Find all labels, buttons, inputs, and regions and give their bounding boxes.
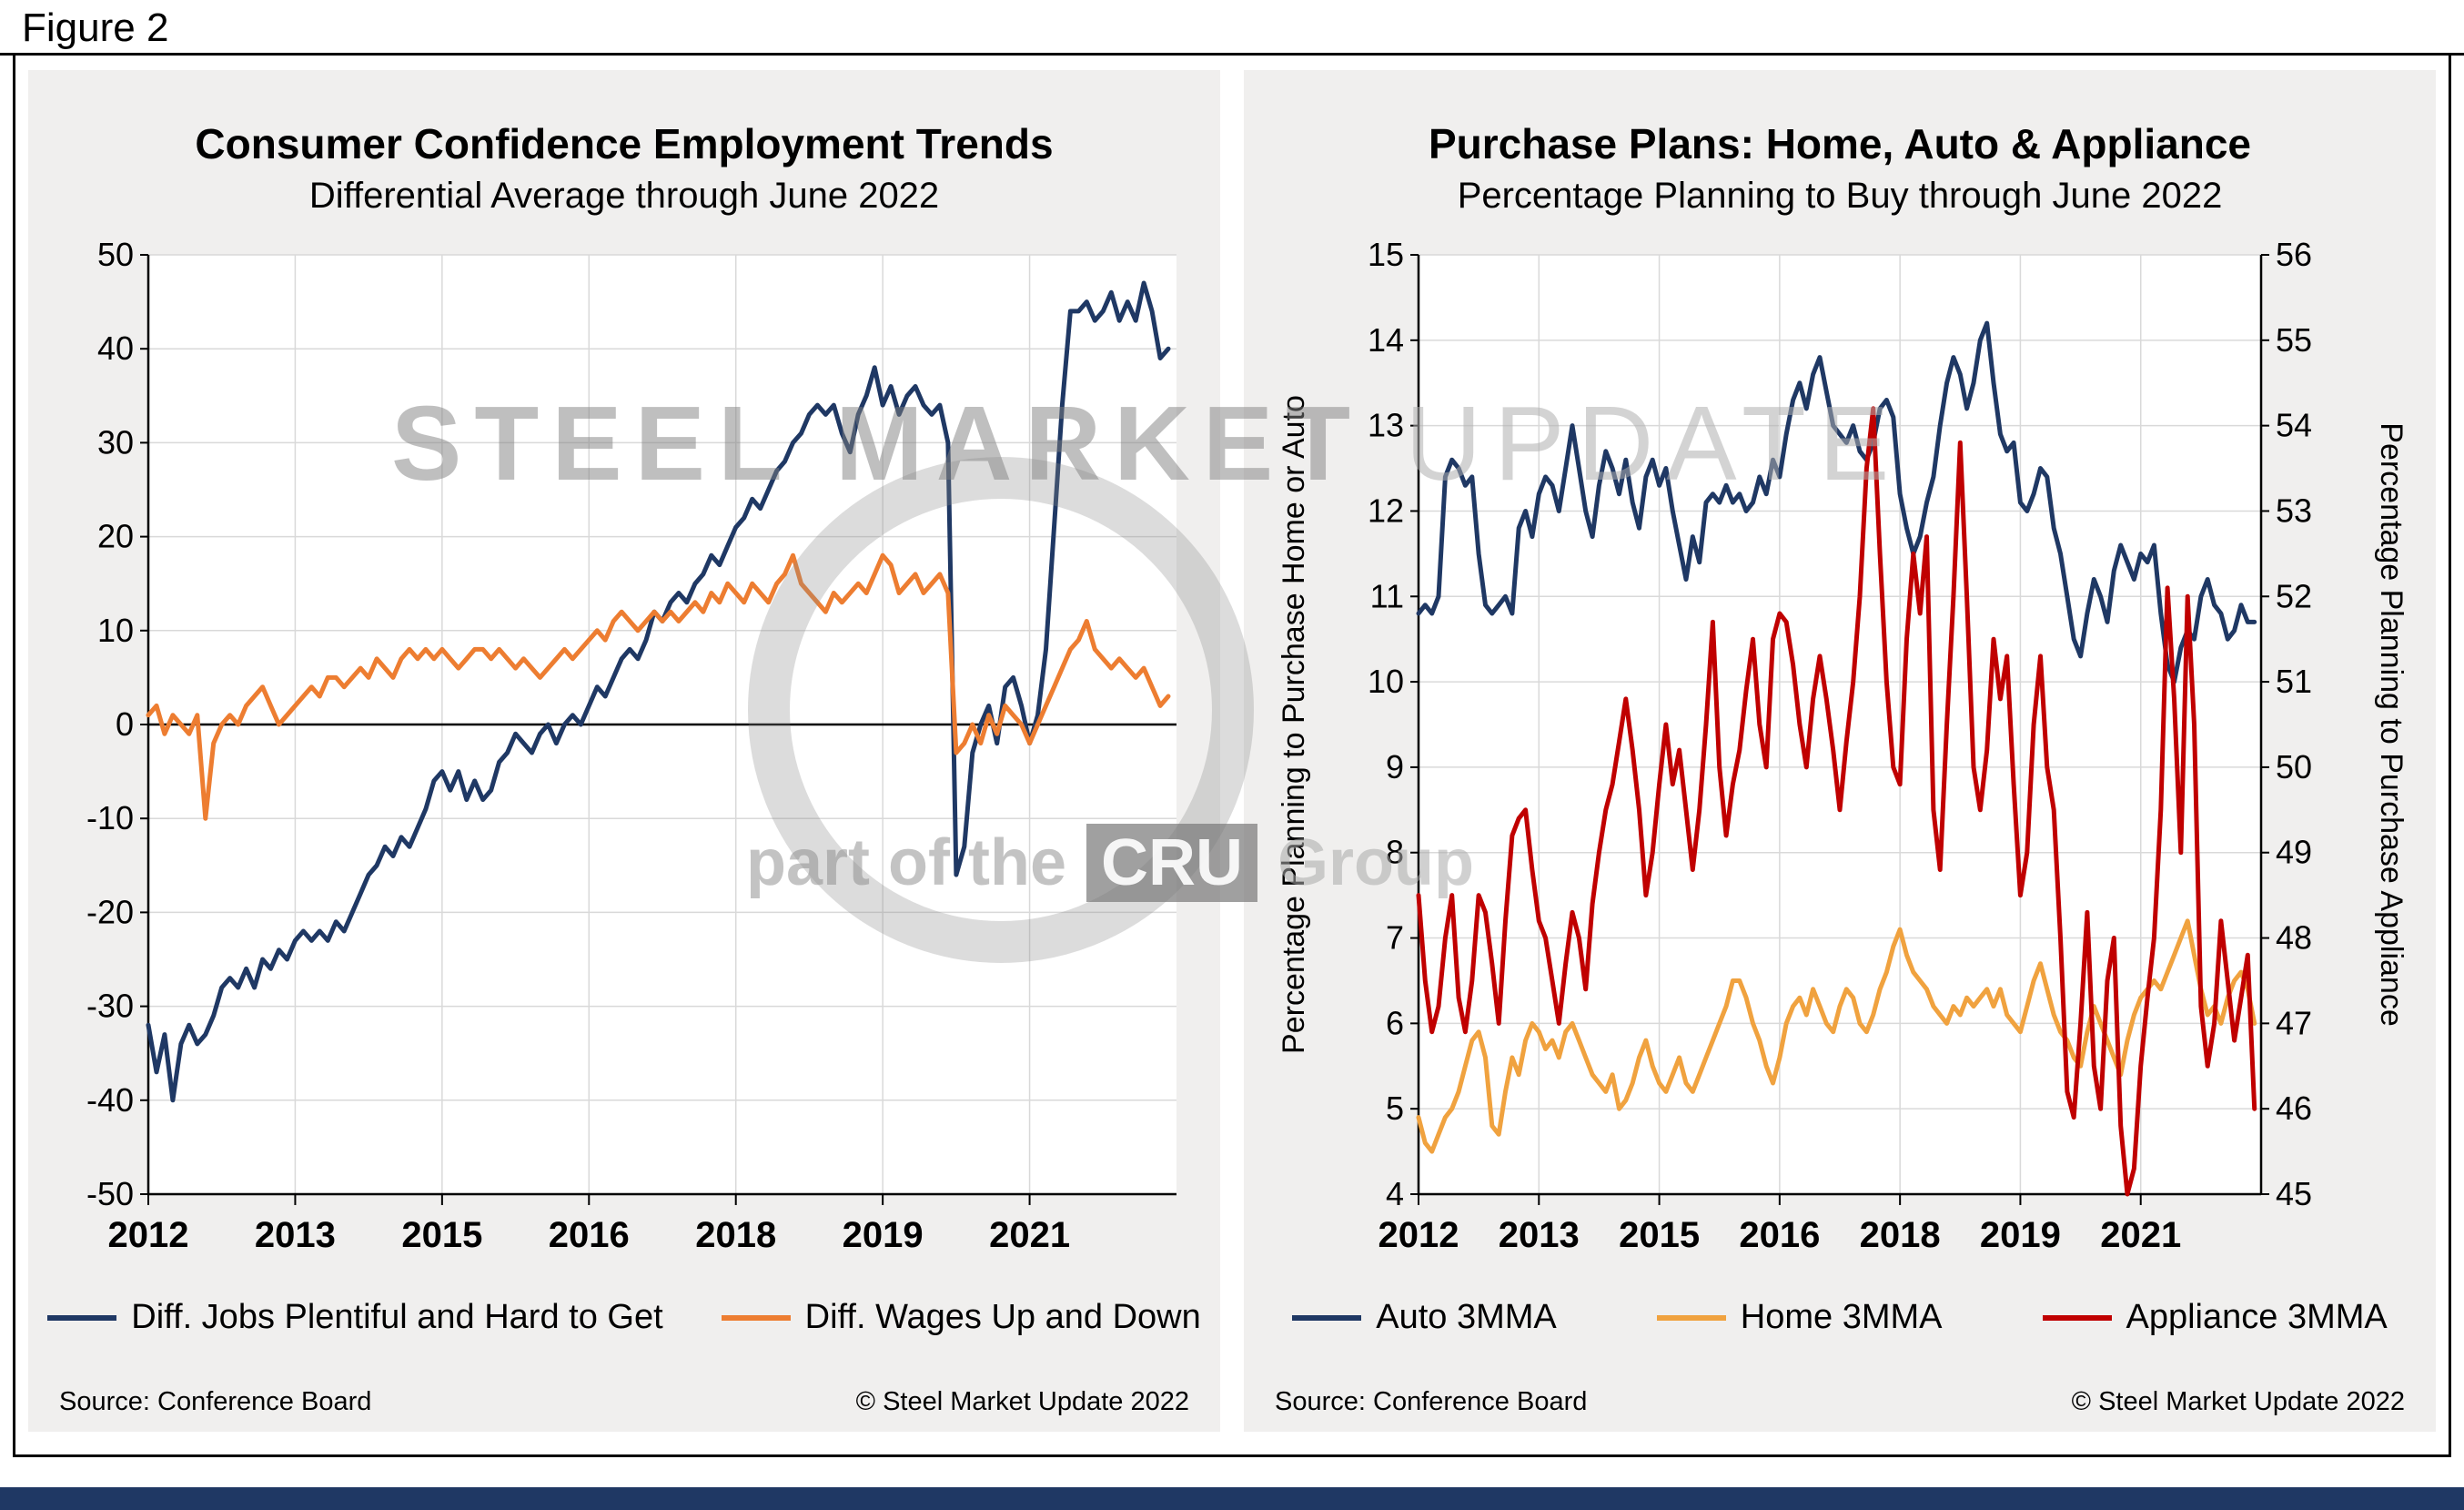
- svg-text:2015: 2015: [1619, 1215, 1700, 1255]
- svg-text:2016: 2016: [1739, 1215, 1820, 1255]
- svg-text:9: 9: [1386, 748, 1404, 785]
- svg-text:2019: 2019: [1980, 1215, 2061, 1255]
- copyright-label: © Steel Market Update 2022: [855, 1387, 1189, 1416]
- svg-text:51: 51: [2276, 663, 2312, 700]
- source-label: Source: Conference Board: [1275, 1387, 1588, 1416]
- svg-text:53: 53: [2276, 492, 2312, 529]
- legend-label: Appliance 3MMA: [2126, 1298, 2388, 1336]
- svg-text:46: 46: [2276, 1089, 2312, 1127]
- svg-text:2019: 2019: [843, 1215, 924, 1255]
- svg-text:48: 48: [2276, 919, 2312, 957]
- svg-text:50: 50: [2276, 748, 2312, 785]
- svg-text:10: 10: [97, 612, 134, 649]
- legend-label: Diff. Jobs Plentiful and Hard to Get: [131, 1298, 663, 1336]
- footer-bar: [0, 1487, 2464, 1510]
- chart-subtitle: Percentage Planning to Buy through June …: [1457, 176, 2223, 216]
- svg-text:6: 6: [1386, 1004, 1404, 1041]
- legend-swatch: [721, 1314, 791, 1321]
- legend-item: Diff. Wages Up and Down: [721, 1298, 1201, 1337]
- svg-text:-30: -30: [86, 988, 134, 1025]
- svg-text:15: 15: [1368, 238, 1404, 273]
- panel-employment-trends: Consumer Confidence Employment Trends Di…: [28, 70, 1220, 1432]
- svg-text:-20: -20: [86, 893, 134, 930]
- source-label: Source: Conference Board: [59, 1387, 372, 1416]
- svg-text:40: 40: [97, 329, 134, 367]
- svg-text:0: 0: [116, 705, 134, 743]
- svg-text:13: 13: [1368, 407, 1404, 444]
- svg-text:Percentage Planning to Purchas: Percentage Planning to Purchase Applianc…: [2374, 422, 2408, 1026]
- legend-swatch: [1292, 1314, 1362, 1321]
- svg-text:7: 7: [1386, 919, 1404, 957]
- svg-text:11: 11: [1370, 577, 1404, 614]
- chart-subtitle: Differential Average through June 2022: [308, 176, 940, 216]
- copyright-label: © Steel Market Update 2022: [2071, 1387, 2405, 1416]
- svg-text:55: 55: [2276, 321, 2312, 359]
- chart-title: Consumer Confidence Employment Trends: [195, 120, 1054, 167]
- svg-text:14: 14: [1368, 321, 1404, 359]
- svg-text:-40: -40: [86, 1081, 134, 1119]
- legend-label: Diff. Wages Up and Down: [804, 1298, 1201, 1336]
- legend-label: Auto 3MMA: [1376, 1298, 1557, 1336]
- legend-item: Appliance 3MMA: [2042, 1298, 2388, 1337]
- header-divider: [0, 53, 2464, 56]
- svg-text:45: 45: [2276, 1175, 2312, 1212]
- svg-text:20: 20: [97, 518, 134, 555]
- svg-text:2012: 2012: [108, 1215, 189, 1255]
- svg-text:2018: 2018: [695, 1215, 776, 1255]
- svg-text:-10: -10: [86, 799, 134, 836]
- svg-text:8: 8: [1386, 834, 1404, 871]
- svg-text:5: 5: [1386, 1089, 1404, 1127]
- svg-text:4: 4: [1386, 1175, 1404, 1212]
- legend-item: Auto 3MMA: [1292, 1298, 1557, 1337]
- svg-text:54: 54: [2276, 407, 2312, 444]
- svg-text:10: 10: [1368, 663, 1404, 700]
- svg-text:56: 56: [2276, 238, 2312, 273]
- legend: Auto 3MMA Home 3MMA Appliance 3MMA: [1244, 1298, 2436, 1337]
- purchase-plans-chart: 4567891011121314154546474849505152535455…: [1277, 238, 2408, 1255]
- legend: Diff. Jobs Plentiful and Hard to Get Diff…: [28, 1298, 1220, 1337]
- legend-swatch: [47, 1314, 117, 1321]
- svg-text:Percentage Planning to Purchas: Percentage Planning to Purchase Home or …: [1277, 395, 1311, 1054]
- svg-text:2013: 2013: [1499, 1215, 1580, 1255]
- legend-swatch: [1656, 1314, 1726, 1321]
- employment-trends-chart: -50 -40 -30 -20 -10 0 10 20 30 40 50 2012 2013 2015 20…: [86, 238, 1176, 1255]
- figure-container: Consumer Confidence Employment Trends Di…: [13, 56, 2451, 1457]
- svg-text:47: 47: [2276, 1004, 2312, 1041]
- svg-text:12: 12: [1368, 492, 1404, 529]
- svg-text:2015: 2015: [401, 1215, 482, 1255]
- svg-text:-50: -50: [86, 1175, 134, 1212]
- svg-text:2016: 2016: [549, 1215, 630, 1255]
- svg-text:30: 30: [97, 423, 134, 461]
- svg-text:2013: 2013: [255, 1215, 336, 1255]
- legend-label: Home 3MMA: [1740, 1298, 1943, 1336]
- legend-swatch: [2042, 1314, 2112, 1321]
- svg-text:50: 50: [97, 238, 134, 273]
- svg-text:2021: 2021: [2100, 1215, 2181, 1255]
- chart-title: Purchase Plans: Home, Auto & Appliance: [1428, 120, 2251, 167]
- svg-text:2018: 2018: [1860, 1215, 1941, 1255]
- svg-text:49: 49: [2276, 834, 2312, 871]
- svg-text:52: 52: [2276, 577, 2312, 614]
- svg-text:2021: 2021: [989, 1215, 1070, 1255]
- panel-purchase-plans: Purchase Plans: Home, Auto & Appliance P…: [1244, 70, 2436, 1432]
- legend-item: Diff. Jobs Plentiful and Hard to Get: [47, 1298, 663, 1337]
- legend-item: Home 3MMA: [1656, 1298, 1943, 1337]
- figure-label: Figure 2: [22, 5, 169, 50]
- svg-text:2012: 2012: [1378, 1215, 1459, 1255]
